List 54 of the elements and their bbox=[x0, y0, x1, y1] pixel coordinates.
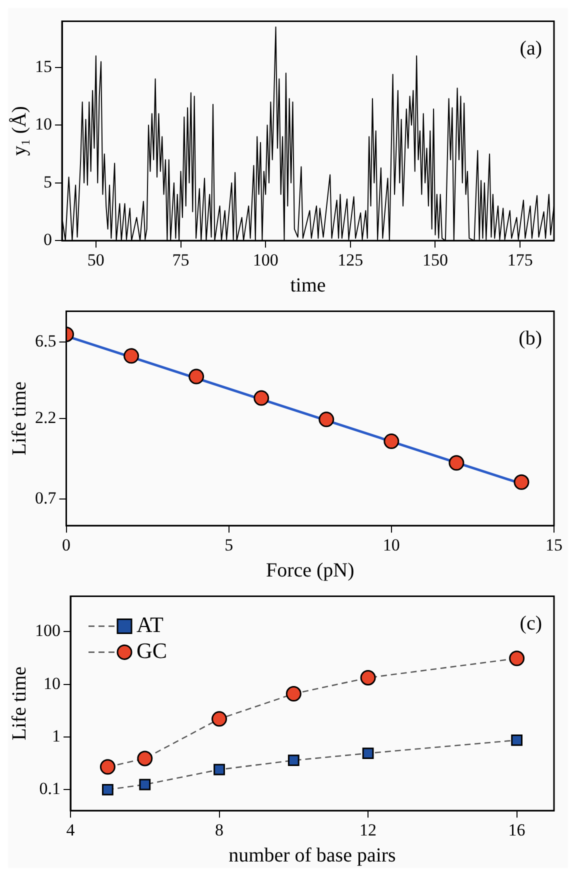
annotation: (c) bbox=[520, 612, 542, 634]
x-tick-label: 100 bbox=[252, 250, 278, 270]
y-tick-label: 2.2 bbox=[35, 408, 56, 427]
y-tick-label: 6.5 bbox=[35, 332, 56, 351]
y-tick-label: 10 bbox=[35, 114, 52, 134]
annotation: (b) bbox=[518, 327, 542, 350]
y-tick-label: 0 bbox=[44, 230, 52, 250]
y-tick-label: 100 bbox=[35, 621, 60, 640]
point bbox=[137, 750, 153, 766]
x-tick-label: 5 bbox=[224, 535, 234, 554]
y-tick-label: 0.1 bbox=[39, 779, 60, 798]
point bbox=[360, 670, 376, 686]
point bbox=[188, 368, 204, 384]
point bbox=[448, 455, 464, 471]
point bbox=[214, 764, 225, 776]
point bbox=[288, 754, 300, 766]
y-tick-label: 10 bbox=[44, 674, 60, 693]
x-tick-label: 12 bbox=[360, 820, 377, 840]
x-tick-label: 150 bbox=[422, 250, 448, 270]
point bbox=[102, 784, 114, 796]
x-axis-title: Force (pN) bbox=[266, 559, 354, 582]
y-tick-label: 0.7 bbox=[35, 488, 57, 508]
point bbox=[100, 759, 116, 775]
x-tick-label: 4 bbox=[66, 820, 76, 840]
point bbox=[254, 390, 270, 406]
x-tick-label: 15 bbox=[546, 535, 562, 554]
point bbox=[509, 650, 525, 666]
y-tick-label: 15 bbox=[35, 56, 52, 76]
x-tick-label: 175 bbox=[507, 250, 533, 270]
point bbox=[139, 778, 151, 790]
x-tick-label: 125 bbox=[338, 250, 364, 270]
x-axis-title: number of base pairs bbox=[228, 844, 396, 866]
point bbox=[514, 474, 530, 490]
x-tick-label: 16 bbox=[508, 820, 526, 840]
point bbox=[511, 734, 523, 746]
y-axis-title: Life time bbox=[8, 666, 30, 740]
point bbox=[286, 686, 302, 702]
point bbox=[212, 711, 228, 727]
point bbox=[362, 748, 374, 759]
x-tick-label: 10 bbox=[382, 535, 400, 554]
legend-label: AT bbox=[136, 612, 164, 637]
point bbox=[384, 434, 400, 450]
point bbox=[124, 348, 140, 364]
point bbox=[318, 412, 334, 428]
y-axis-title: Life time bbox=[8, 381, 30, 456]
y-axis-title: y₁ (Å) bbox=[8, 106, 30, 156]
y-tick-label: 1 bbox=[52, 726, 60, 746]
x-tick-label: 8 bbox=[215, 820, 224, 840]
x-axis-title: time bbox=[290, 274, 326, 296]
x-tick-label: 50 bbox=[87, 250, 104, 270]
x-tick-label: 75 bbox=[172, 250, 190, 270]
legend-label: GC bbox=[136, 638, 168, 663]
annotation: (a) bbox=[520, 37, 542, 60]
y-tick-label: 5 bbox=[44, 172, 52, 192]
